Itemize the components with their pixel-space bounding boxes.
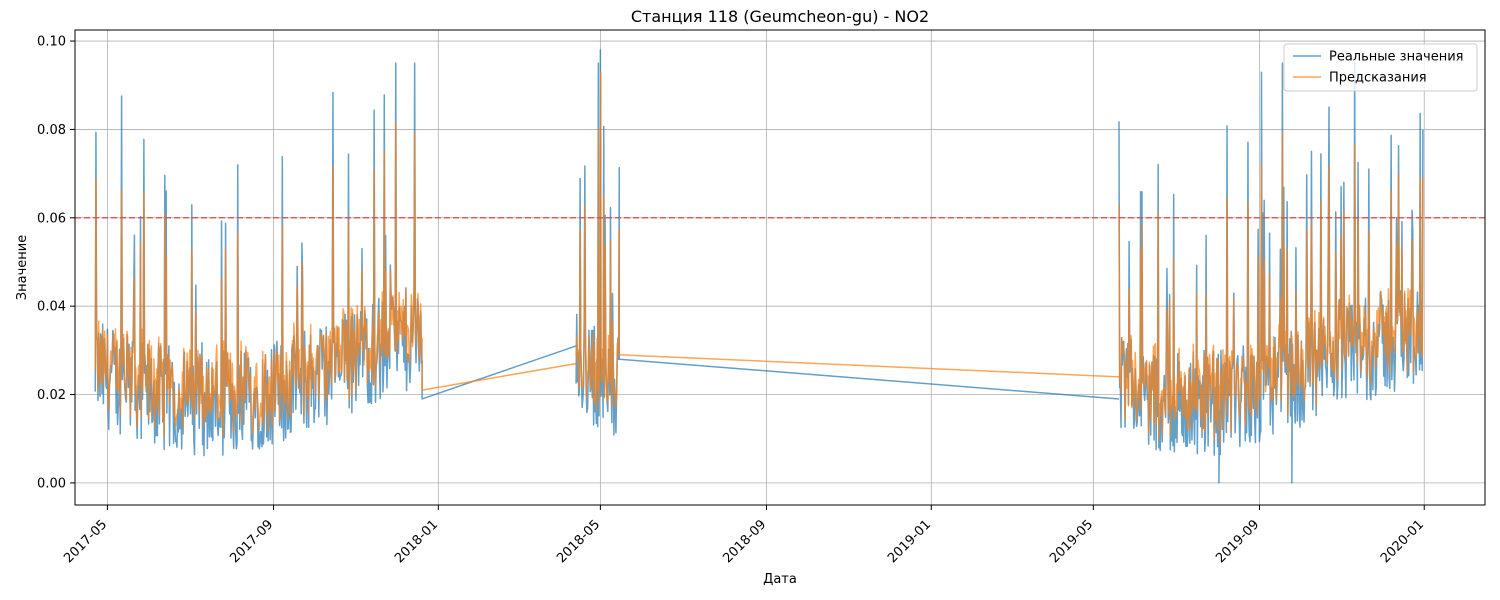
y-axis-ticks: 0.00 0.02 0.04 0.06 0.08 0.10 — [37, 35, 75, 491]
legend-box — [1283, 43, 1478, 92]
chart-title: Станция 118 (Geumcheon-gu) - NO2 — [631, 7, 929, 26]
y-tick-label: 0.06 — [37, 211, 66, 226]
y-tick-label: 0.02 — [37, 388, 66, 403]
legend-label: Предсказания — [1329, 71, 1427, 86]
axes-frame — [74, 29, 1486, 506]
x-tick-label: 2017-05 — [61, 517, 110, 566]
x-tick-label: 2020-01 — [1378, 517, 1427, 566]
y-tick-label: 0.08 — [37, 123, 66, 138]
y-tick-label: 0.00 — [37, 476, 66, 491]
x-tick-label: 2018-09 — [720, 517, 769, 566]
plot-area — [94, 49, 1424, 484]
x-tick-label: 2017-09 — [227, 517, 276, 566]
legend-label: Реальные значения — [1329, 50, 1464, 65]
x-tick-label: 2019-01 — [885, 517, 934, 566]
x-tick-label: 2019-05 — [1047, 517, 1096, 566]
x-tick-label: 2018-05 — [554, 517, 603, 566]
x-axis-label: Дата — [763, 572, 797, 587]
x-axis-ticks: 2017-05 2017-09 2018-01 2018-05 2018-09 2019-… — [61, 505, 1427, 566]
series-line-predicted — [94, 71, 1424, 445]
legend: Реальные значения Предсказания — [1283, 43, 1478, 92]
x-tick-label: 2019-09 — [1213, 517, 1262, 566]
y-tick-label: 0.10 — [37, 35, 66, 50]
y-axis-label: Значение — [15, 235, 30, 300]
y-tick-label: 0.04 — [37, 300, 66, 315]
x-tick-label: 2018-01 — [392, 517, 441, 566]
